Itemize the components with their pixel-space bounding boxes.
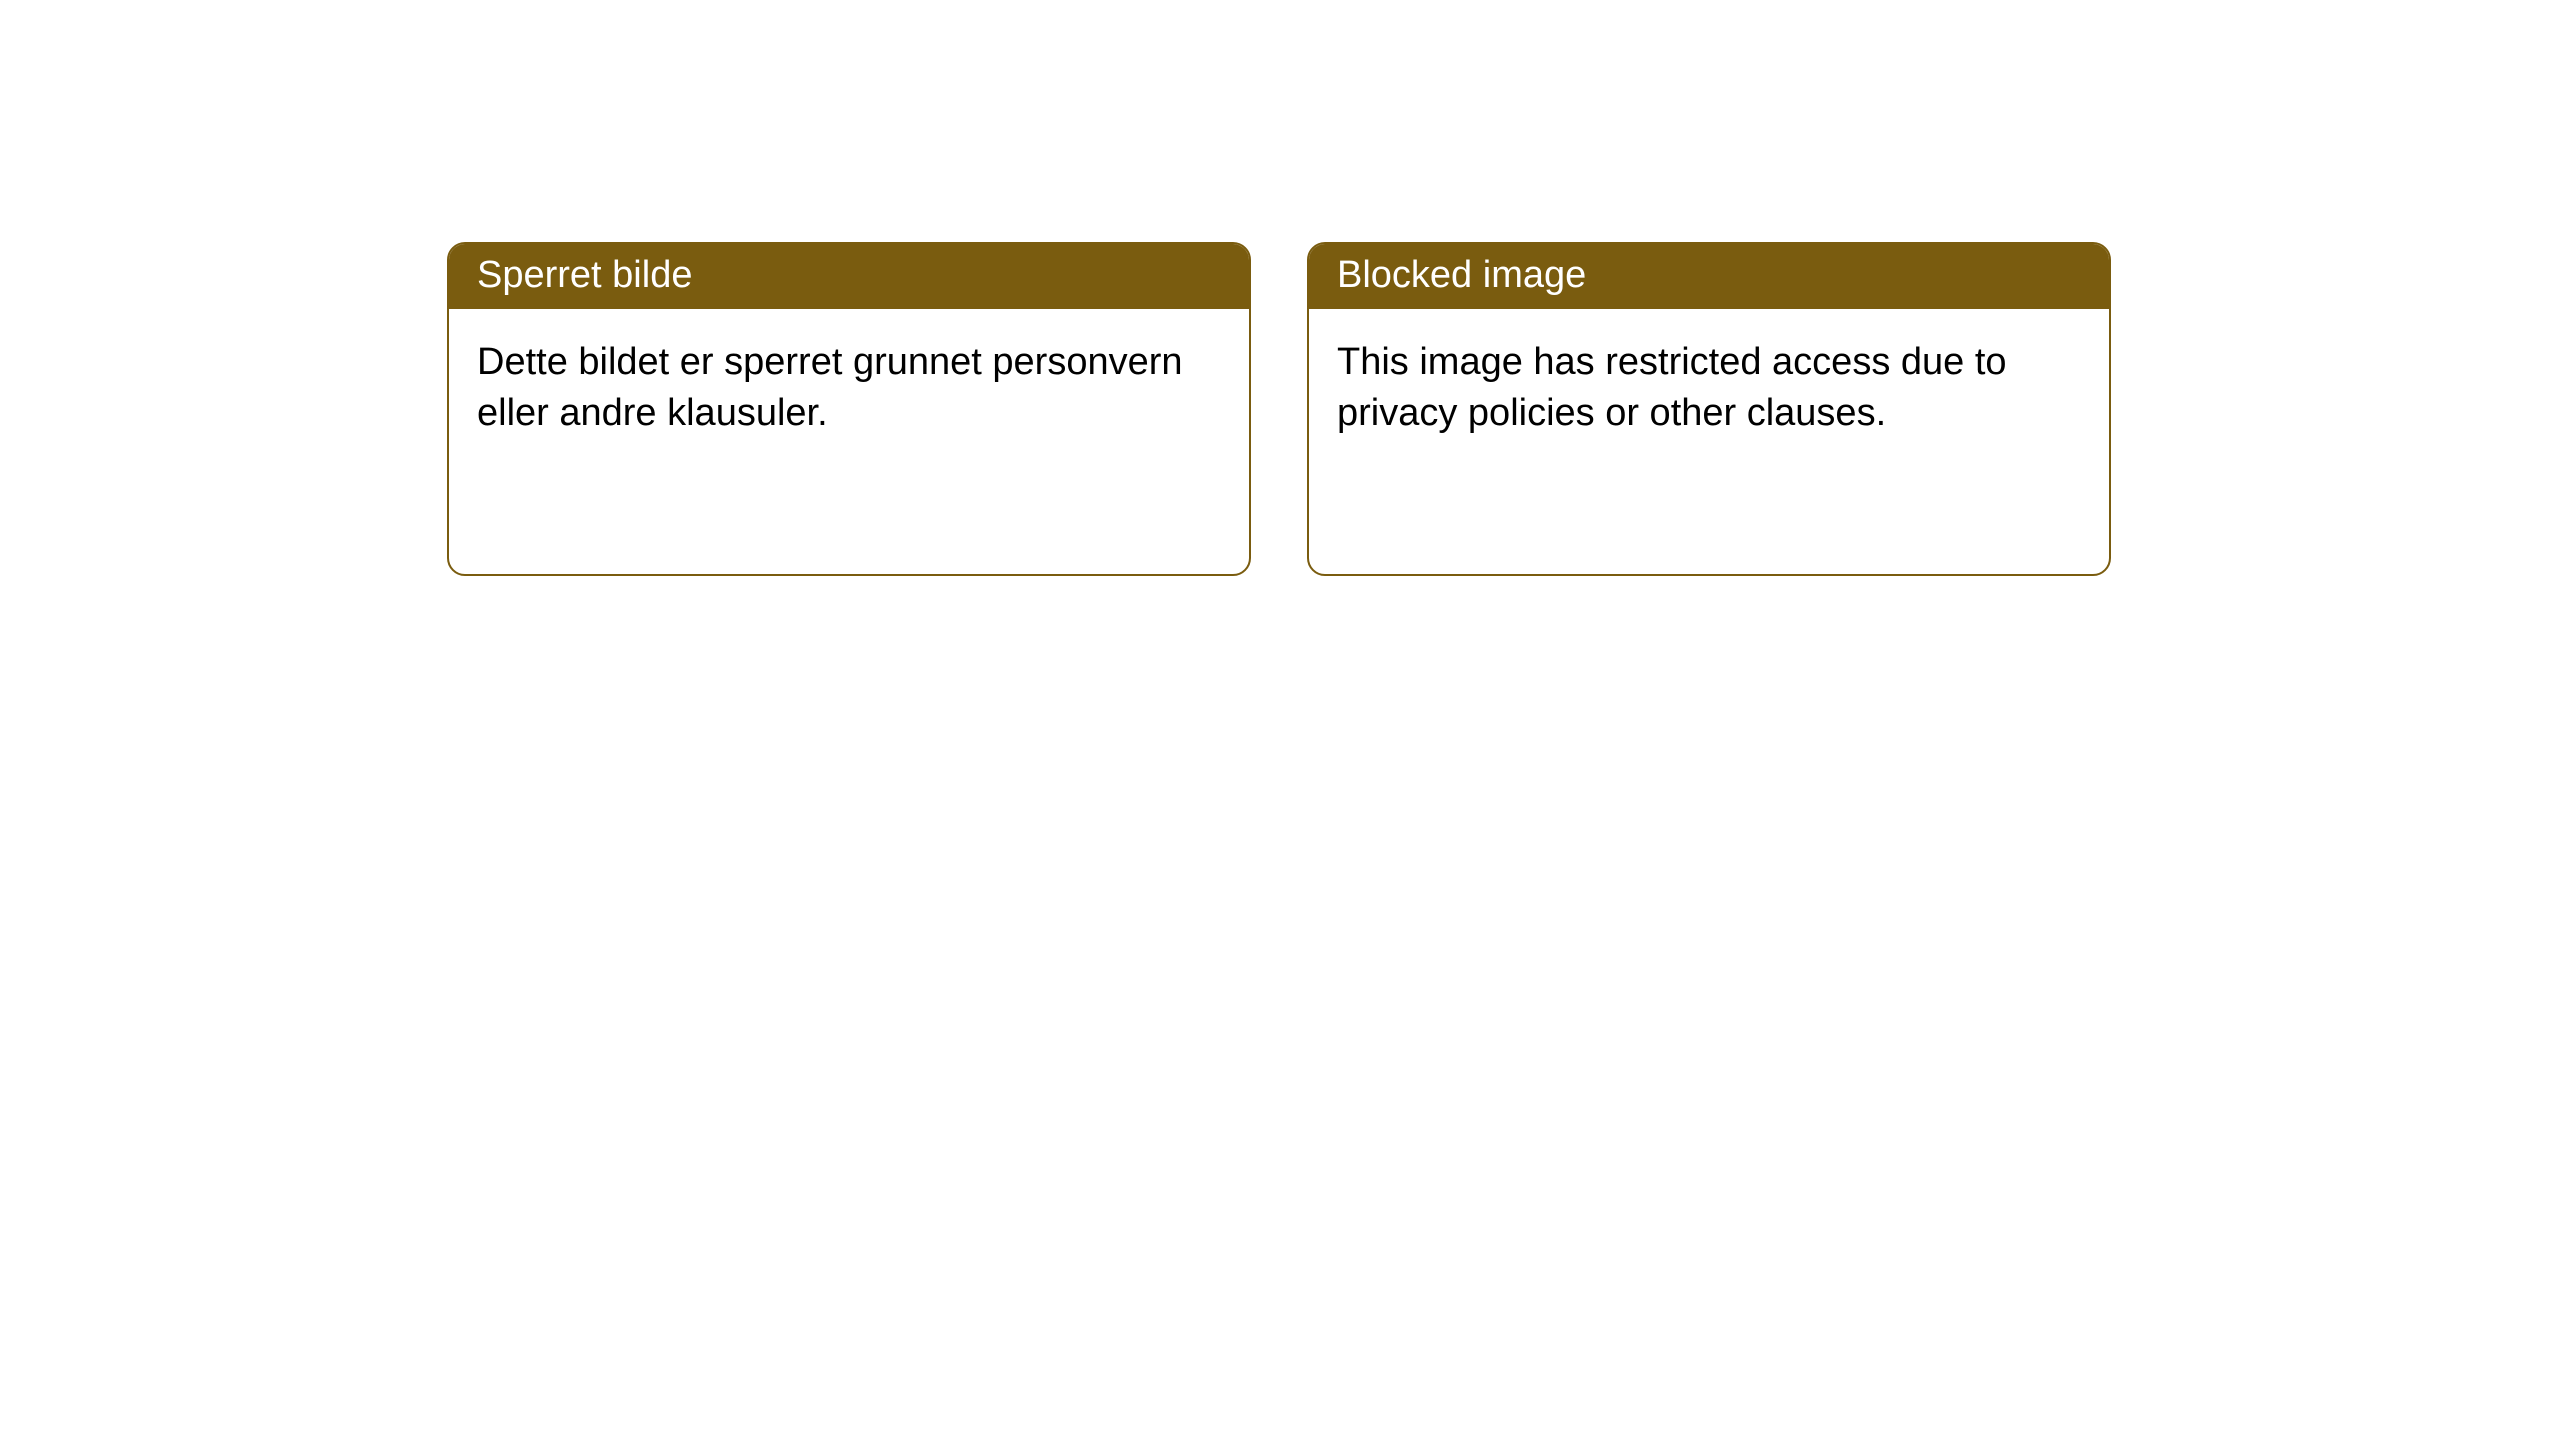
notice-box-norwegian: Sperret bilde Dette bildet er sperret gr…	[447, 242, 1251, 576]
notice-title: Blocked image	[1309, 244, 2109, 309]
notices-container: Sperret bilde Dette bildet er sperret gr…	[447, 242, 2111, 576]
notice-body: Dette bildet er sperret grunnet personve…	[449, 309, 1249, 460]
notice-box-english: Blocked image This image has restricted …	[1307, 242, 2111, 576]
notice-body: This image has restricted access due to …	[1309, 309, 2109, 460]
notice-title: Sperret bilde	[449, 244, 1249, 309]
